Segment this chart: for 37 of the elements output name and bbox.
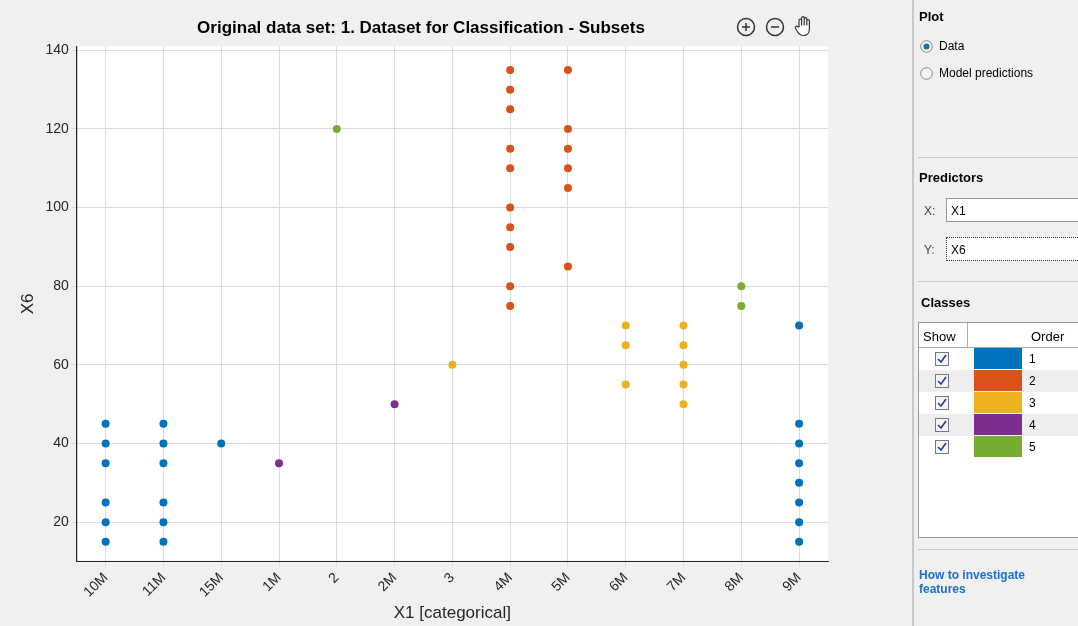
x-tick-label: 4M <box>489 568 516 595</box>
text: Y: <box>924 243 935 257</box>
y-tick-label: 20 <box>53 513 69 529</box>
text: Show <box>923 329 956 344</box>
legend-title: Classes <box>921 295 971 310</box>
x-tick-label: 1M <box>258 568 284 595</box>
x-axis-title: X1 [categorical] <box>393 603 511 623</box>
legend-label: 5 <box>1029 440 1036 454</box>
y-tick-label: 40 <box>53 434 69 451</box>
legend-label: 1 <box>1029 352 1036 366</box>
text-field: X1 <box>946 198 1078 222</box>
text: Predictors <box>919 170 984 185</box>
text: How to investigate features <box>919 568 1026 596</box>
text: Order <box>1031 329 1065 344</box>
legend-label: 3 <box>1029 396 1036 410</box>
x-tick-label: 6M <box>605 568 631 595</box>
x-tick-label: 2M <box>374 568 400 595</box>
y-tick-label: 140 <box>45 41 69 58</box>
y-tick-label: 60 <box>53 355 69 372</box>
text: Data <box>939 39 965 53</box>
y-tick-label: 80 <box>53 277 69 294</box>
text-field: X6 <box>946 237 1078 261</box>
x-tick-label: 8M <box>721 568 747 595</box>
legend-label: 4 <box>1029 418 1036 432</box>
text: Model predictions <box>939 66 1034 80</box>
x-tick-label: 3 <box>440 568 458 586</box>
legend-label: 2 <box>1029 374 1036 388</box>
y-tick-label: 120 <box>45 119 69 136</box>
x-tick-label: 5M <box>547 568 573 595</box>
text: Plot <box>919 9 944 24</box>
chart-title: Original data set: 1. Dataset for Classification - Subsets <box>197 17 645 37</box>
x-tick-label: 7M <box>663 568 689 595</box>
x-tick-label: 2 <box>324 568 342 586</box>
y-axis-title: X6 <box>17 293 37 315</box>
x-tick-label: 9M <box>778 568 804 595</box>
y-tick-label: 100 <box>45 198 69 215</box>
text: X: <box>924 204 936 218</box>
